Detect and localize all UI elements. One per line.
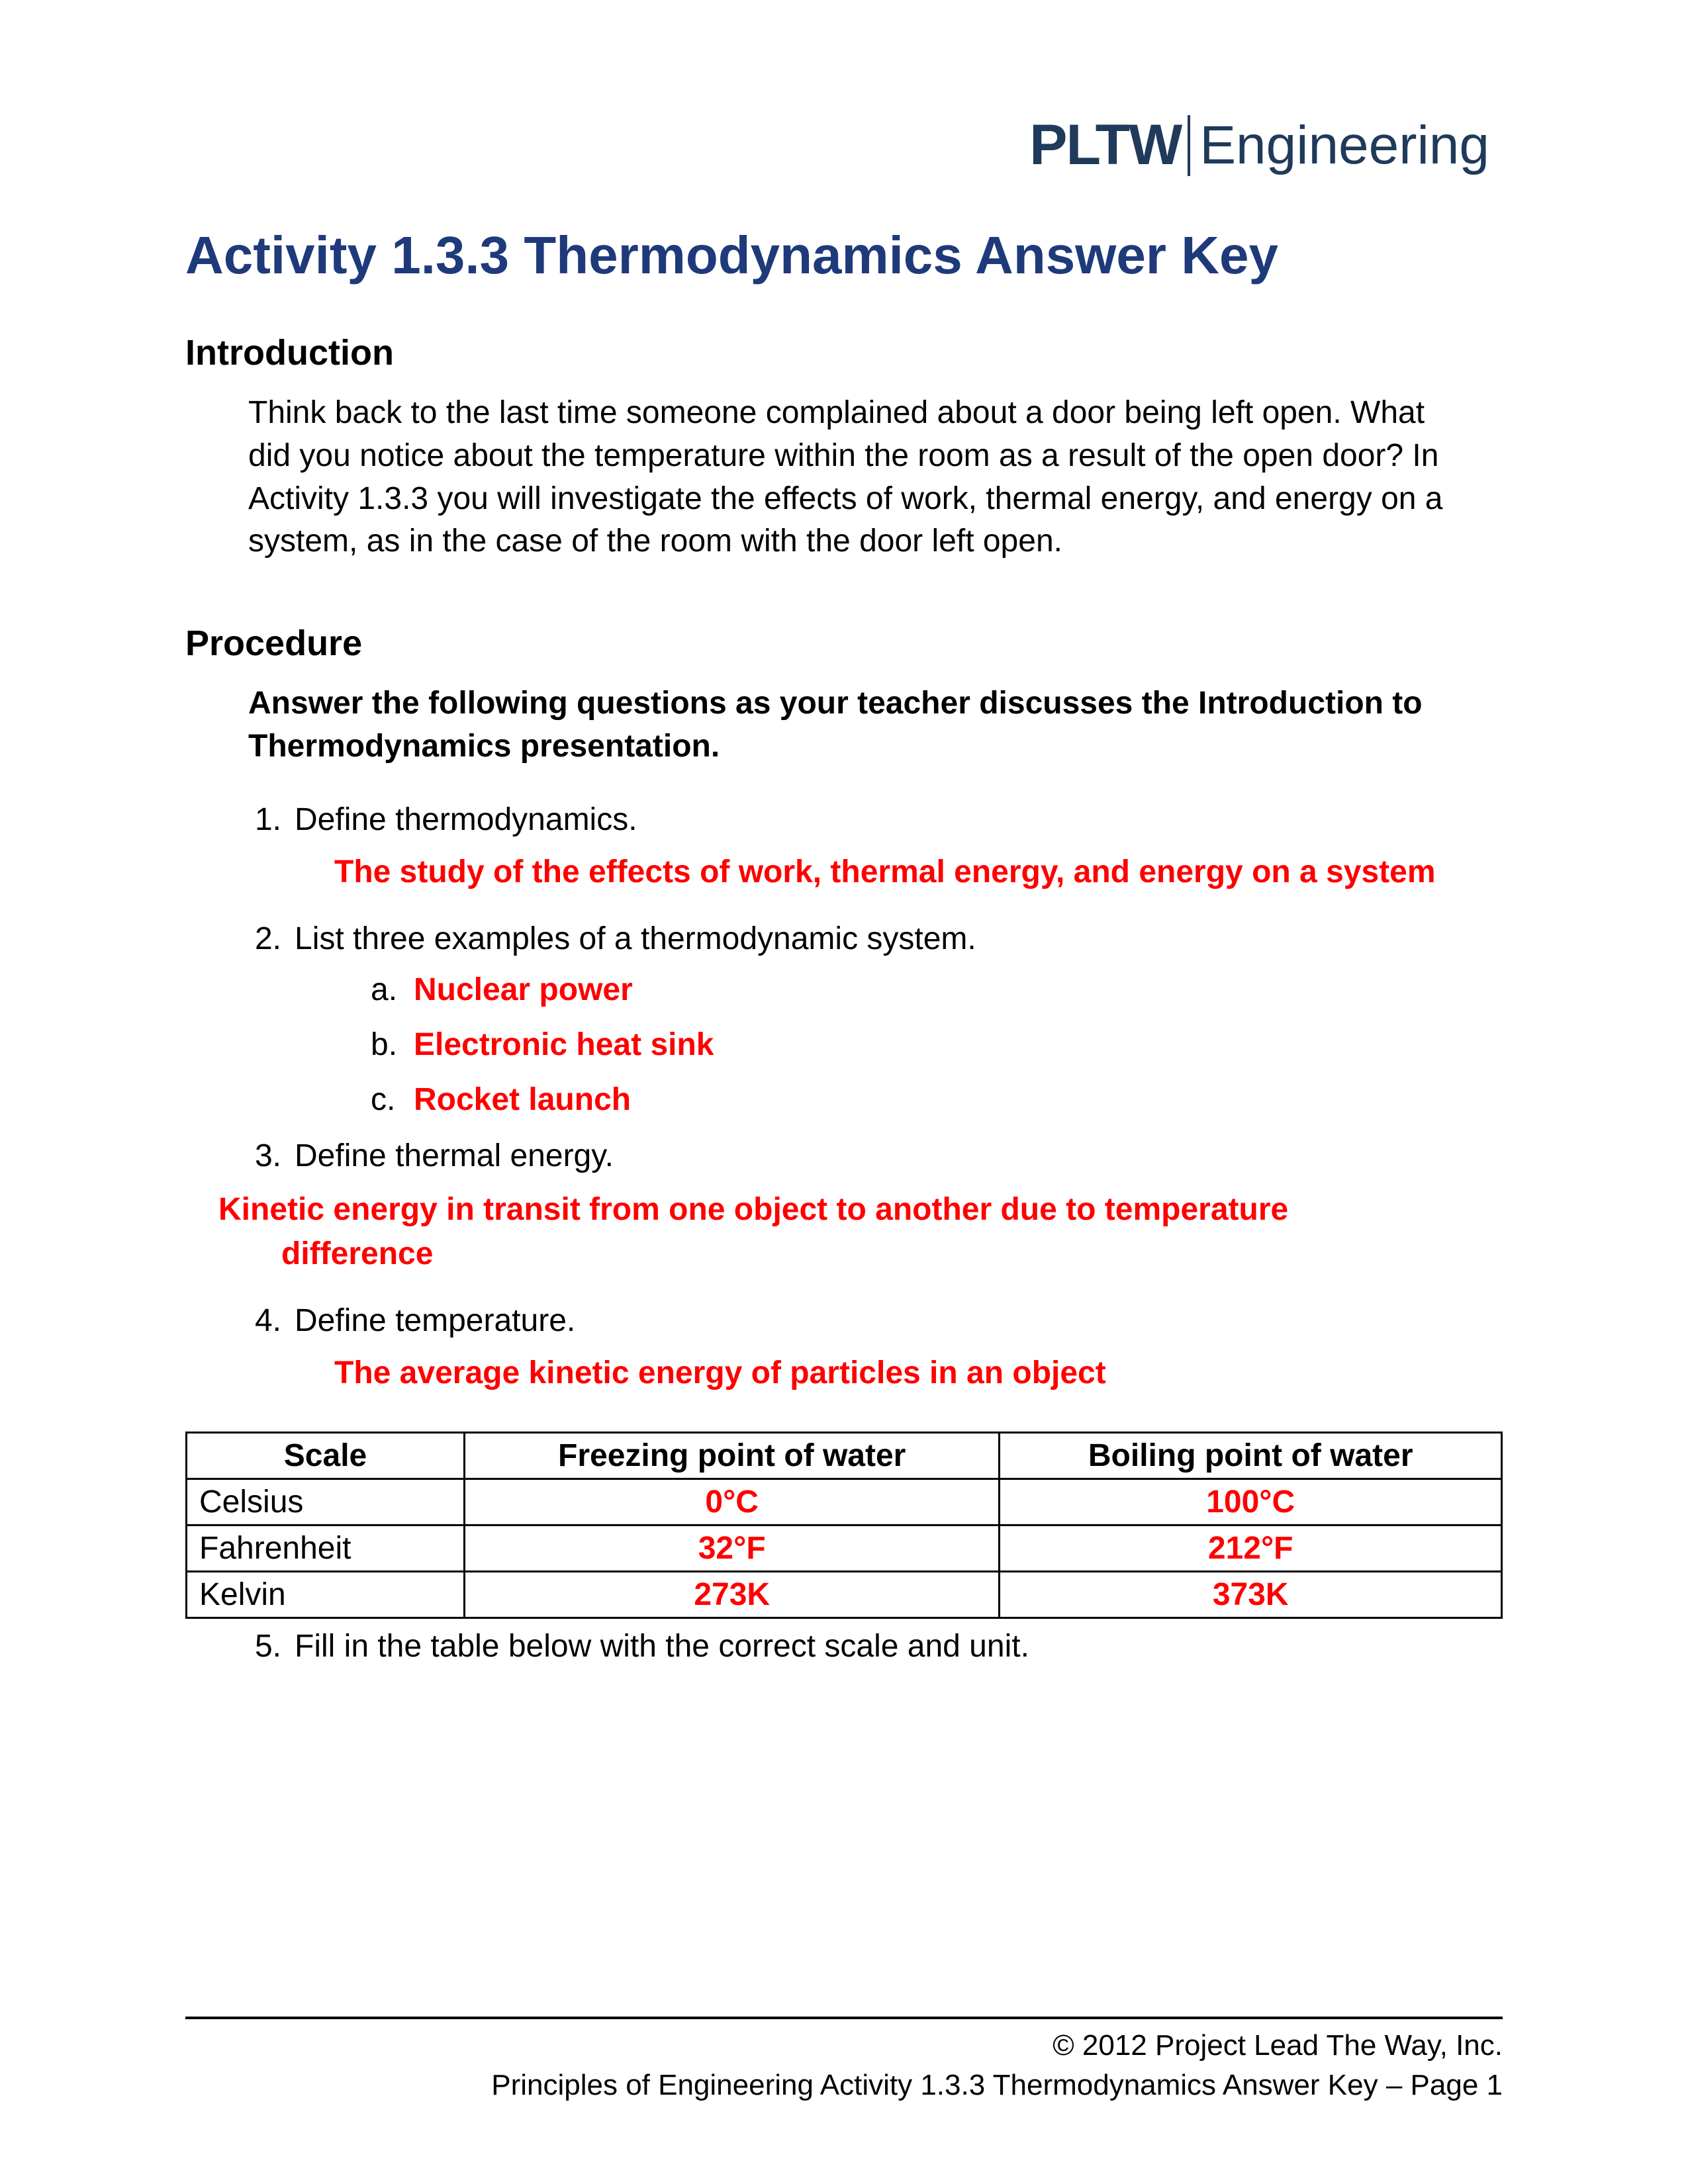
sub-answer-text: Nuclear power [414, 972, 633, 1008]
question-list-cont: 4. Define temperature. The average kinet… [248, 1302, 1503, 1395]
cell-boil: 373K [1000, 1571, 1502, 1617]
header-scale: Scale [187, 1432, 465, 1479]
procedure-intro: Answer the following questions as your t… [248, 682, 1473, 768]
cell-scale: Celsius [187, 1479, 465, 1525]
answer-4: The average kinetic energy of particles … [334, 1352, 1503, 1395]
introduction-body: Think back to the last time someone comp… [248, 392, 1473, 563]
question-number: 4. [248, 1302, 295, 1339]
question-text: Define thermal energy. [295, 1138, 1503, 1174]
question-number: 5. [248, 1628, 295, 1664]
sub-answer-b: b. Electronic heat sink [371, 1026, 1503, 1063]
sub-letter: b. [371, 1026, 414, 1063]
question-list: 1. Define thermodynamics. The study of t… [248, 801, 1503, 1174]
cell-boil: 100°C [1000, 1479, 1502, 1525]
table-row: Fahrenheit 32°F 212°F [187, 1525, 1502, 1571]
sub-answer-text: Rocket launch [414, 1081, 631, 1118]
table-row: Kelvin 273K 373K [187, 1571, 1502, 1617]
footer-pageinfo: Principles of Engineering Activity 1.3.3… [185, 2066, 1503, 2105]
question-text: Define temperature. [295, 1302, 1503, 1339]
sub-answer-a: a. Nuclear power [371, 972, 1503, 1008]
logo-brand: PLTW [1029, 113, 1181, 178]
question-4: 4. Define temperature. [248, 1302, 1503, 1339]
logo-program: Engineering [1199, 114, 1489, 177]
footer-copyright: © 2012 Project Lead The Way, Inc. [185, 2026, 1503, 2065]
question-5: 5. Fill in the table below with the corr… [248, 1628, 1503, 1664]
sub-letter: c. [371, 1081, 414, 1118]
page-footer: © 2012 Project Lead The Way, Inc. Princi… [185, 2017, 1503, 2105]
question-text: Define thermodynamics. [295, 801, 1503, 838]
question-5-container: 5. Fill in the table below with the corr… [248, 1628, 1503, 1664]
cell-freeze: 0°C [465, 1479, 1000, 1525]
header-freezing: Freezing point of water [465, 1432, 1000, 1479]
question-number: 2. [248, 921, 295, 957]
question-3: 3. Define thermal energy. [248, 1138, 1503, 1174]
cell-scale: Kelvin [187, 1571, 465, 1617]
question-number: 1. [248, 801, 295, 838]
introduction-heading: Introduction [185, 332, 1503, 373]
cell-freeze: 32°F [465, 1525, 1000, 1571]
procedure-heading: Procedure [185, 623, 1503, 664]
temperature-table: Scale Freezing point of water Boiling po… [185, 1432, 1503, 1619]
cell-freeze: 273K [465, 1571, 1000, 1617]
cell-boil: 212°F [1000, 1525, 1502, 1571]
logo-separator [1188, 115, 1190, 176]
table-row: Celsius 0°C 100°C [187, 1479, 1502, 1525]
answer-3: Kinetic energy in transit from one objec… [218, 1187, 1443, 1276]
question-text: List three examples of a thermodynamic s… [295, 921, 1503, 957]
question-1: 1. Define thermodynamics. [248, 801, 1503, 838]
header-boiling: Boiling point of water [1000, 1432, 1502, 1479]
sub-answer-text: Electronic heat sink [414, 1026, 714, 1063]
question-2: 2. List three examples of a thermodynami… [248, 921, 1503, 957]
cell-scale: Fahrenheit [187, 1525, 465, 1571]
sub-answer-c: c. Rocket launch [371, 1081, 1503, 1118]
answer-1: The study of the effects of work, therma… [334, 851, 1503, 894]
table-header-row: Scale Freezing point of water Boiling po… [187, 1432, 1502, 1479]
document-page: PLTW Engineering Activity 1.3.3 Thermody… [0, 0, 1688, 2184]
sub-answer-list: a. Nuclear power b. Electronic heat sink… [371, 972, 1503, 1118]
pltw-logo: PLTW Engineering [1029, 113, 1489, 178]
question-text: Fill in the table below with the correct… [295, 1628, 1503, 1664]
page-title: Activity 1.3.3 Thermodynamics Answer Key [185, 225, 1503, 286]
question-number: 3. [248, 1138, 295, 1174]
sub-letter: a. [371, 972, 414, 1008]
